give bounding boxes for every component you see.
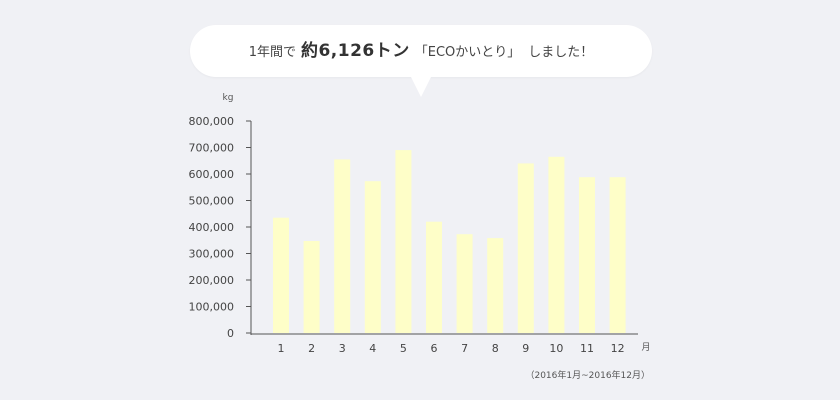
y-tick-label: 500,000	[189, 195, 235, 208]
x-unit-label: 月	[641, 342, 650, 353]
bar-month-7	[456, 234, 473, 333]
y-tick-labels: 0 100,000 200,000 300,000 400,000 500,000 600,…	[189, 115, 235, 340]
y-unit-label: kg	[223, 93, 234, 103]
headline-tail: しました！	[528, 45, 594, 60]
x-tick-label: 11	[580, 342, 594, 355]
bar-month-6	[426, 221, 442, 333]
bar-month-5	[395, 150, 412, 333]
x-tick-label: 10	[549, 342, 563, 355]
y-tick-label: 700,000	[189, 142, 235, 155]
date-range-footnote: （2016年1月~2016年12月）	[525, 371, 650, 381]
bubble-tail	[410, 75, 432, 97]
x-tick-label: 6	[431, 342, 438, 355]
x-tick-label: 5	[400, 342, 407, 355]
y-tick-label: 600,000	[189, 168, 235, 181]
bar-month-1	[273, 217, 289, 333]
bar-month-12	[609, 177, 626, 333]
bar-month-4	[364, 181, 381, 333]
y-tick-label: 300,000	[189, 248, 235, 261]
bars-group	[273, 150, 626, 333]
headline-text: 1年間で 約6,126トン 「ECOかいとり」 しました！	[190, 25, 652, 77]
bar-month-8	[487, 238, 504, 333]
y-tick-label: 800,000	[189, 115, 235, 128]
x-tick-label: 12	[611, 342, 625, 355]
x-tick-label: 9	[522, 342, 529, 355]
y-tick-label: 400,000	[189, 221, 235, 234]
x-tick-label: 3	[339, 342, 346, 355]
bar-month-9	[517, 163, 534, 333]
x-tick-label: 8	[492, 342, 499, 355]
headline-bubble: 1年間で 約6,126トン 「ECOかいとり」 しました！	[190, 25, 652, 77]
bar-month-11	[579, 177, 595, 333]
y-tick-label: 100,000	[189, 301, 235, 314]
headline-quote: 「ECOかいとり」	[414, 45, 521, 60]
headline-prefix: 1年間で	[248, 45, 296, 60]
bar-month-3	[334, 159, 351, 333]
y-tick-label: 0	[227, 327, 234, 340]
x-tick-label: 1	[278, 342, 285, 355]
bar-month-2	[303, 241, 320, 333]
axes-group	[246, 120, 638, 335]
bar-month-10	[548, 156, 565, 333]
y-tick-label: 200,000	[189, 274, 235, 287]
x-tick-label: 2	[308, 342, 315, 355]
x-tick-label: 7	[461, 342, 468, 355]
headline-amount: 約6,126トン	[300, 41, 410, 61]
x-tick-label: 4	[369, 342, 376, 355]
x-tick-labels: 1 2 3 4 5 6 7 8 9 10 11 12	[278, 342, 625, 355]
